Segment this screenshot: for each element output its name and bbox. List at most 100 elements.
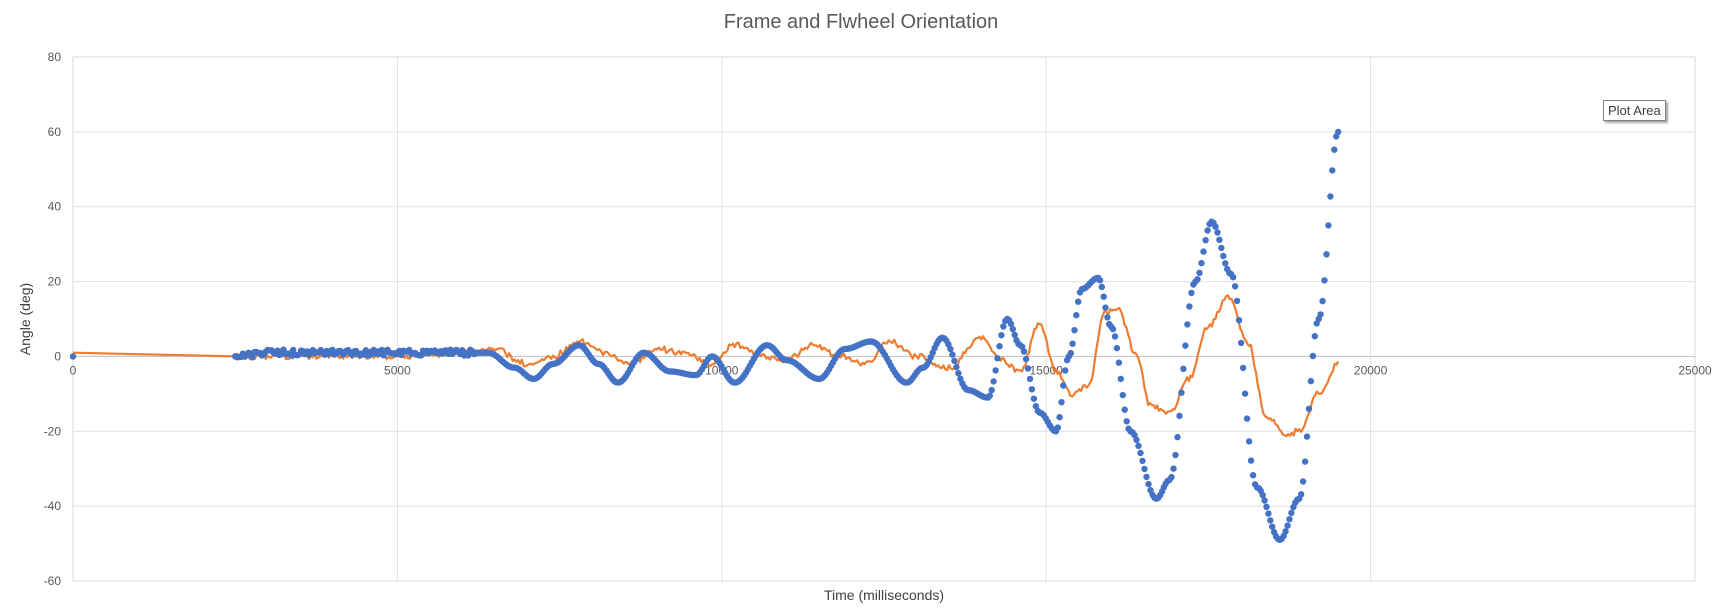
data-point [1124, 418, 1130, 424]
data-point [1104, 314, 1110, 320]
data-point [947, 346, 953, 352]
data-point [1250, 472, 1256, 478]
data-point [1310, 353, 1316, 359]
data-point [1308, 378, 1314, 384]
data-point [1220, 253, 1226, 259]
data-point [1263, 504, 1269, 510]
data-point [1202, 237, 1208, 243]
data-point [1122, 407, 1128, 413]
x-tick-label: 15000 [1030, 363, 1064, 377]
data-point [1325, 222, 1331, 228]
data-point [1222, 260, 1228, 266]
data-point [953, 364, 959, 370]
data-point [1141, 466, 1147, 472]
data-point [1176, 413, 1182, 419]
y-tick-label: 20 [48, 275, 62, 289]
data-point [1284, 522, 1290, 528]
data-point [951, 358, 957, 364]
data-point [955, 370, 961, 376]
data-point [1135, 443, 1141, 449]
data-point [1097, 277, 1103, 283]
data-point [1230, 274, 1236, 280]
data-point [1027, 376, 1033, 382]
data-point [1137, 450, 1143, 456]
data-point [994, 355, 1000, 361]
data-point [70, 353, 76, 359]
data-point [1186, 303, 1192, 309]
data-point [1240, 365, 1246, 371]
data-point [1236, 317, 1242, 323]
data-point [1282, 528, 1288, 534]
data-point [1312, 333, 1318, 339]
data-point [989, 387, 995, 393]
chart-title: Frame and Flwheel Orientation [724, 11, 999, 33]
data-point [1323, 251, 1329, 257]
data-point [1021, 348, 1027, 354]
data-point [1118, 376, 1124, 382]
data-point [1025, 365, 1031, 371]
data-point [1101, 294, 1107, 300]
data-point [1069, 341, 1075, 347]
y-tick-label: 80 [48, 50, 62, 64]
data-point [1071, 327, 1077, 333]
x-tick-label: 5000 [384, 363, 411, 377]
y-tick-label: 60 [48, 125, 62, 139]
data-point [1198, 260, 1204, 266]
data-point [1023, 356, 1029, 362]
data-point [1188, 290, 1194, 296]
y-tick-labels: -60 -40 -20 0 20 40 60 80 [44, 50, 62, 588]
data-point [1304, 433, 1310, 439]
data-point [1060, 382, 1066, 388]
data-point [1246, 438, 1252, 444]
y-tick-label: -60 [44, 574, 62, 588]
x-tick-label: 20000 [1354, 363, 1388, 377]
data-point [1319, 298, 1325, 304]
data-point [1214, 229, 1220, 235]
data-point [1110, 326, 1116, 332]
gridlines [73, 57, 1695, 581]
data-point [1248, 457, 1254, 463]
data-point [1031, 396, 1037, 402]
data-point [1058, 399, 1064, 405]
data-point [1172, 452, 1178, 458]
data-point [1116, 360, 1122, 366]
data-point [1056, 414, 1062, 420]
data-point [1244, 415, 1250, 421]
data-point [1234, 298, 1240, 304]
data-point [1306, 406, 1312, 412]
plot-area[interactable] [73, 57, 1695, 581]
data-point [1000, 323, 1006, 329]
data-point [1196, 270, 1202, 276]
y-tick-label: -20 [44, 424, 62, 438]
data-point [1327, 193, 1333, 199]
data-point [1302, 458, 1308, 464]
data-point [1055, 424, 1061, 430]
data-point [1112, 333, 1118, 339]
data-point [998, 332, 1004, 338]
y-tick-label: 40 [48, 200, 62, 214]
data-point [1143, 474, 1149, 480]
x-axis-label: Time (milliseconds) [824, 587, 944, 603]
data-point [1010, 326, 1016, 332]
data-point [1238, 340, 1244, 346]
data-point [1218, 245, 1224, 251]
y-tick-label: -40 [44, 499, 62, 513]
data-point [1133, 437, 1139, 443]
data-point [1182, 342, 1188, 348]
data-point [987, 393, 993, 399]
data-point [949, 351, 955, 357]
data-point [1029, 386, 1035, 392]
data-point [1329, 167, 1335, 173]
plot-area-tooltip: Plot Area [1603, 100, 1666, 121]
series-markers [70, 129, 1342, 543]
data-point [1068, 350, 1074, 356]
data-point [1145, 481, 1151, 487]
data-point [1286, 516, 1292, 522]
data-point [1178, 390, 1184, 396]
x-tick-label: 0 [70, 363, 77, 377]
data-point [1212, 224, 1218, 230]
data-point [1099, 284, 1105, 290]
data-point [1288, 510, 1294, 516]
data-point [1073, 312, 1079, 318]
